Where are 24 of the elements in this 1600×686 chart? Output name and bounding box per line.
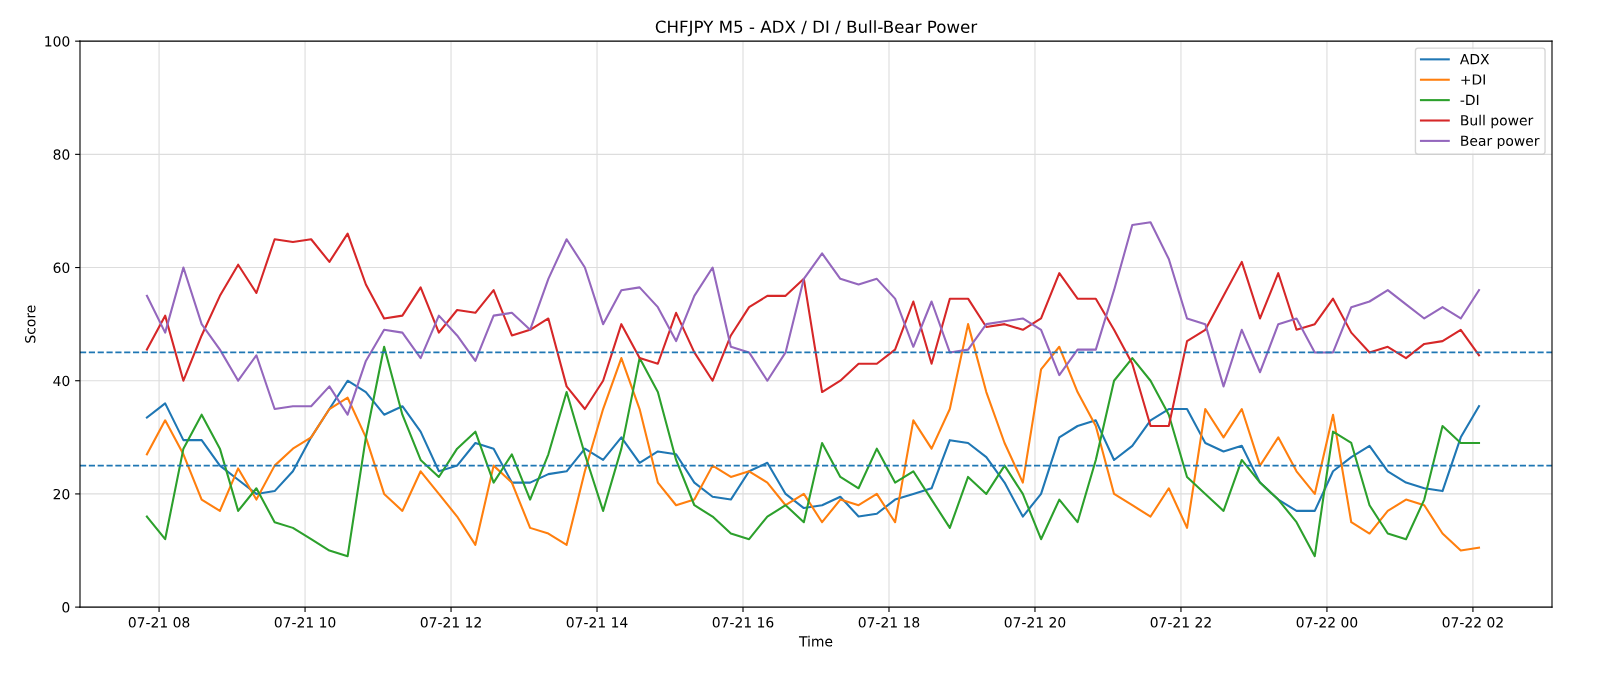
x-tick-label: 07-21 18: [858, 617, 920, 628]
y-tick-label: 20: [53, 488, 70, 500]
legend-label: +DI: [1461, 74, 1485, 85]
legend-label: Bear power: [1461, 135, 1540, 149]
y-tick-label: 60: [53, 262, 70, 274]
x-tick-label: 07-21 12: [420, 617, 481, 628]
y-tick-label: 0: [62, 602, 70, 613]
x-tick-label: 07-21 20: [1004, 617, 1066, 628]
legend-label: Bull power: [1461, 114, 1534, 129]
x-tick-label: 07-21 08: [128, 617, 190, 628]
legend-label: -DI: [1460, 94, 1479, 105]
x-tick-label: 07-21 10: [274, 617, 336, 628]
x-tick-label: 07-21 16: [712, 617, 774, 628]
y-tick-label: 100: [45, 36, 70, 47]
y-axis-title: Score: [25, 305, 36, 343]
x-tick-label: 07-22 00: [1296, 617, 1358, 628]
x-axis-title: Time: [798, 635, 833, 647]
x-tick-label: 07-21 22: [1150, 617, 1211, 628]
y-tick-label: 80: [53, 149, 70, 160]
x-tick-label: 07-21 14: [566, 617, 628, 628]
x-tick-label: 07-22 02: [1442, 617, 1503, 628]
legend-label: ADX: [1459, 54, 1490, 65]
chart-title: CHFJPY M5 - ADX / DI / Bull-Bear Power: [655, 20, 978, 37]
y-tick-label: 40: [53, 375, 70, 387]
